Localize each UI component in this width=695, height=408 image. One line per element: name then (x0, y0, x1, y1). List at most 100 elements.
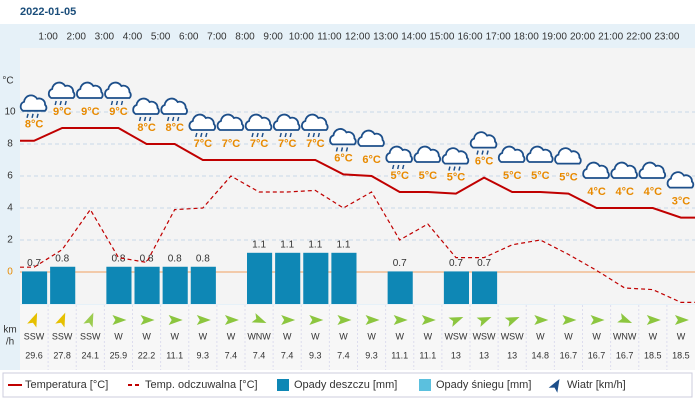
weather-icon (469, 131, 498, 155)
precip-bar (387, 271, 413, 304)
wind-arrow (448, 316, 464, 327)
weather-icon (357, 129, 385, 147)
x-tick-label: 2:00 (67, 32, 87, 43)
wind-speed: 11.1 (419, 350, 436, 360)
weather-icon (104, 81, 132, 106)
x-tick-label: 1:00 (38, 32, 58, 43)
wind-speed: 29.6 (25, 350, 43, 360)
cloud (188, 113, 217, 131)
bar-label: 0.7 (477, 258, 491, 269)
wind-arrow (365, 315, 380, 325)
rain-drop (59, 100, 62, 106)
cloud (301, 113, 329, 131)
temp-label: 7°C (250, 138, 269, 150)
temp-label: 5°C (419, 170, 438, 182)
rain-drop (115, 100, 119, 106)
wind-arrow (590, 315, 605, 325)
cloud (441, 147, 470, 165)
x-tick-label: 15:00 (429, 32, 454, 43)
temp-label: 9°C (53, 106, 72, 118)
x-tick-label: 4:00 (123, 32, 143, 43)
bar-label: 0.8 (55, 253, 69, 264)
x-tick-label: 13:00 (373, 32, 398, 43)
temp-label: 5°C (559, 172, 578, 184)
wind-arrow (27, 312, 38, 328)
cloud (160, 97, 188, 115)
y-tick-label: 0 (7, 267, 13, 278)
wind-speed: 16.7 (588, 350, 606, 360)
wind-direction: WNW (247, 331, 271, 341)
wind-speed: 16.7 (616, 350, 634, 360)
rain-drop (64, 100, 67, 106)
cloud (216, 113, 245, 131)
rain-drop (391, 164, 395, 170)
rain-drop (289, 132, 292, 138)
legend (2, 372, 693, 398)
weather-icon (216, 113, 245, 131)
wind-speed: 13 (507, 350, 517, 360)
rain-drop (120, 100, 124, 106)
wind-speed: 13 (479, 350, 489, 360)
feels-like-line (20, 175, 695, 303)
y-tick-label: 4 (7, 203, 13, 214)
precip-bar (106, 266, 132, 304)
wind-direction: W (564, 331, 573, 341)
rain-drop (166, 116, 170, 122)
wind-direction: W (395, 331, 404, 341)
temp-label: 5°C (447, 172, 466, 184)
weather-icon (638, 161, 667, 179)
y-tick-label: 10 (4, 107, 16, 118)
rain-drop (31, 113, 34, 118)
legend-swatch (419, 379, 431, 391)
weather-icon (244, 113, 273, 138)
temp-label: 7°C (222, 138, 241, 150)
rain-drop (396, 164, 400, 170)
x-tick-label: 12:00 (345, 32, 370, 43)
wind-arrow (504, 316, 520, 327)
x-tick-label: 23:00 (654, 32, 679, 43)
wind-direction: W (311, 331, 320, 341)
wind-direction: SSW (24, 331, 45, 341)
wind-speed: 14.8 (532, 350, 550, 360)
wind-arrow (112, 315, 127, 325)
wind-speed: 7.4 (253, 350, 266, 360)
precip-bar (50, 266, 76, 304)
cloud (497, 145, 526, 163)
x-tick-label: 7:00 (207, 32, 227, 43)
cloud (385, 145, 413, 163)
cloud (582, 161, 610, 179)
rain-drop (171, 116, 175, 122)
rain-drop (284, 132, 287, 138)
legend-label: Temperatura [°C] (25, 379, 108, 391)
weather-icon (329, 128, 357, 152)
wind-speed: 16.7 (560, 350, 578, 360)
temp-label: 5°C (390, 170, 409, 182)
weather-icon (76, 81, 104, 99)
wind-arrow (224, 315, 239, 325)
wind-unit: /h (6, 337, 14, 348)
wind-direction: W (677, 331, 686, 341)
wind-speed: 22.2 (138, 350, 156, 360)
cloud (413, 145, 442, 163)
wind-speed: 25.9 (110, 350, 128, 360)
cloud (666, 171, 695, 189)
precip-bar (472, 271, 498, 304)
temp-label: 6°C (475, 156, 494, 168)
legend-label: Temp. odczuwalna [°C] (145, 379, 258, 391)
weather-icon (413, 145, 442, 163)
rain-drop (317, 132, 321, 138)
wind-arrow (196, 315, 211, 325)
wind-arrow (421, 315, 436, 325)
rain-drop (200, 132, 203, 138)
x-tick-label: 8:00 (235, 32, 255, 43)
x-tick-label: 16:00 (457, 32, 482, 43)
weather-icon (19, 94, 48, 118)
legend-label: Opady deszczu [mm] (294, 379, 397, 391)
wind-direction: W (536, 331, 545, 341)
weather-icon (385, 145, 413, 170)
temp-label: 4°C (644, 186, 663, 198)
weather-icon (554, 147, 582, 165)
wind-direction: W (142, 331, 151, 341)
wind-direction: W (649, 331, 658, 341)
wind-direction: SSW (52, 331, 73, 341)
